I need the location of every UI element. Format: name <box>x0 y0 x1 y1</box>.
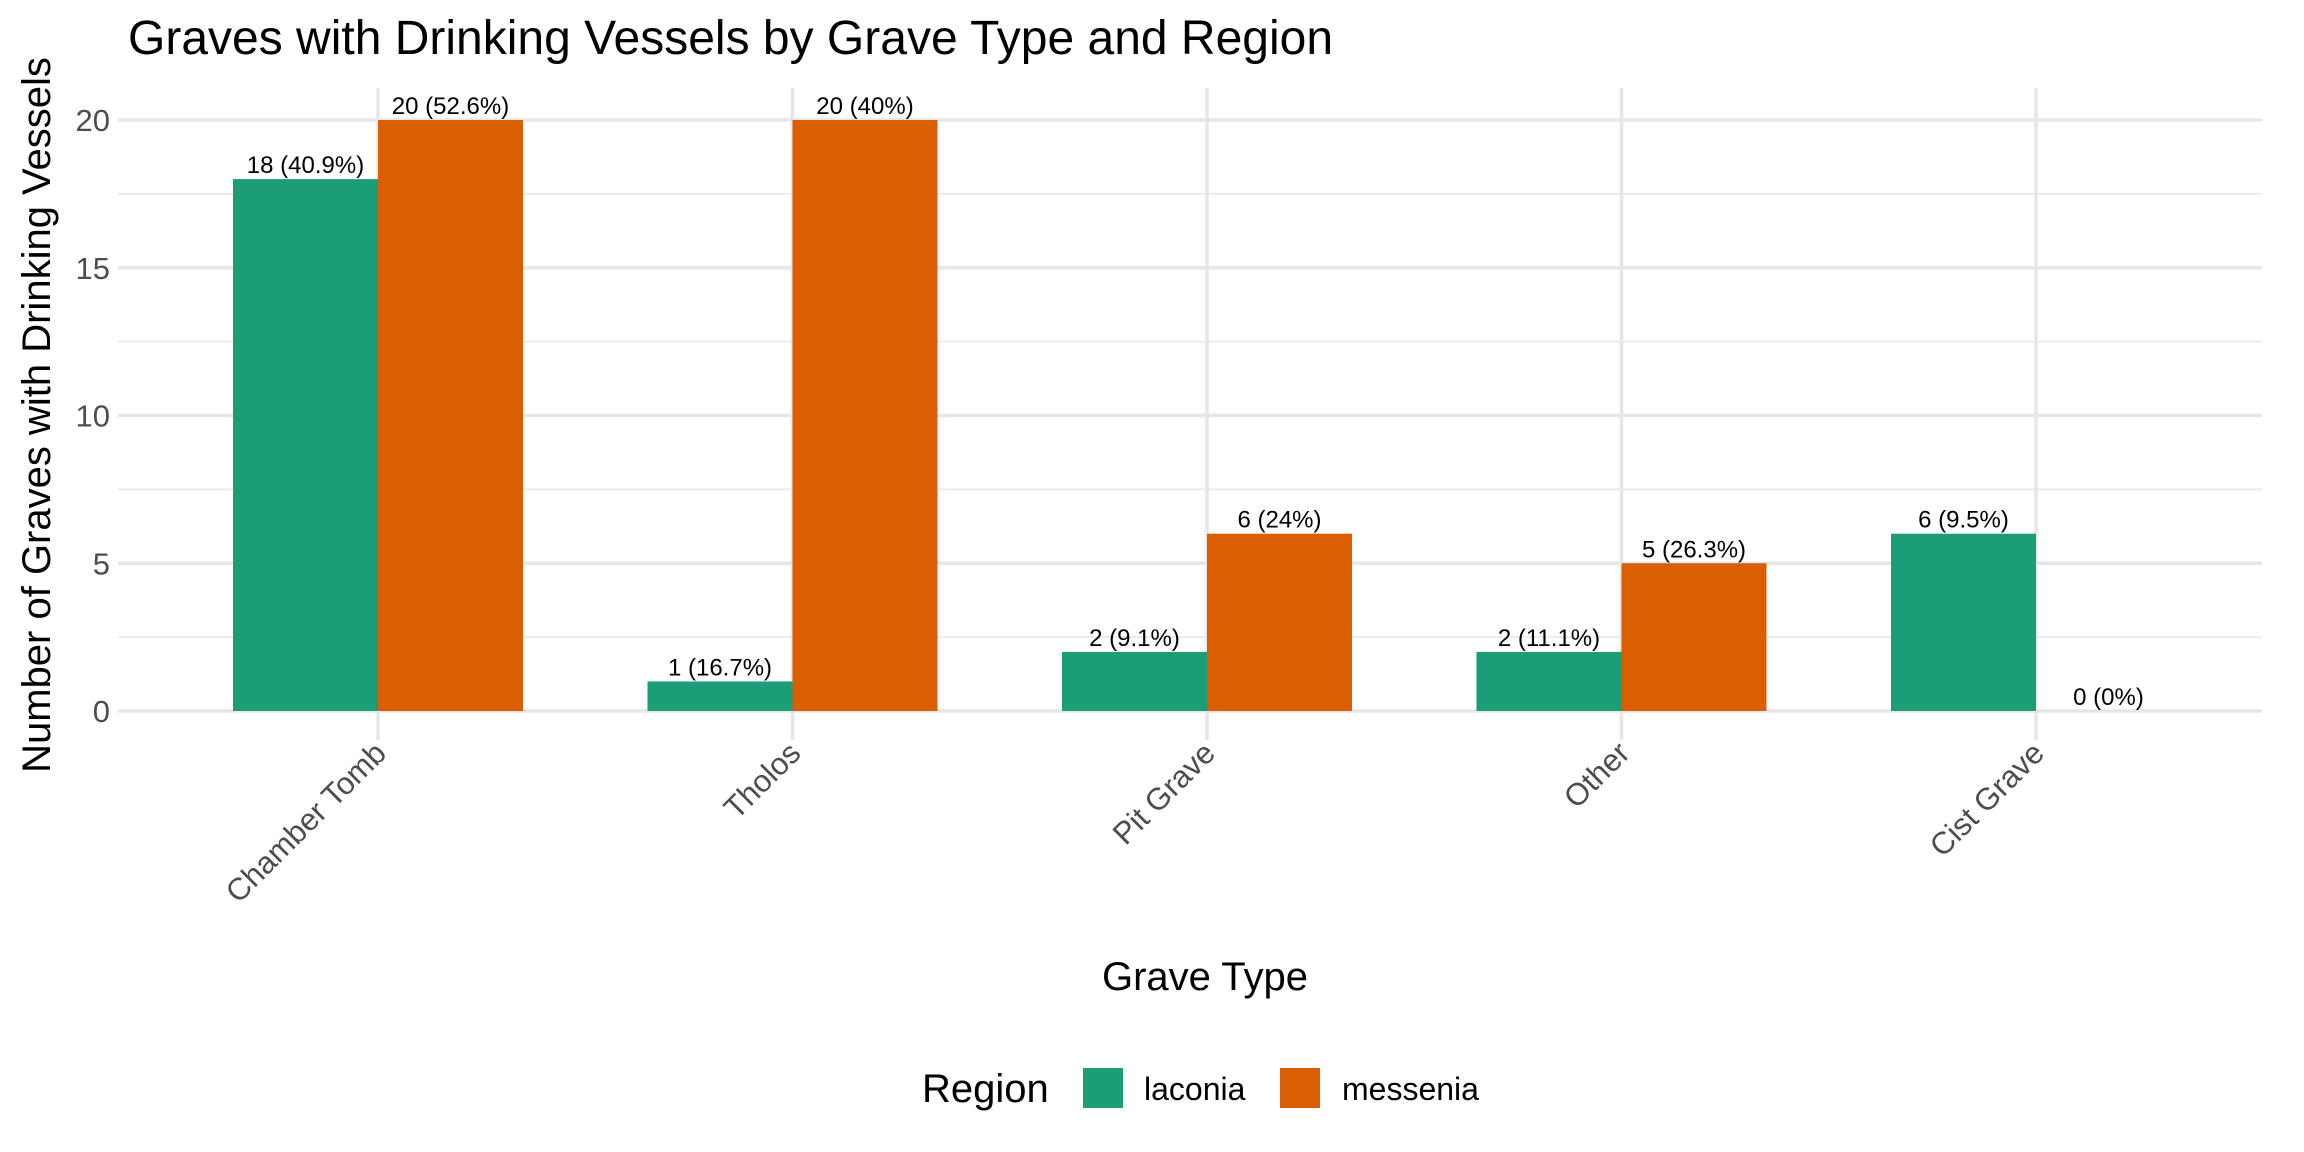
bar-label-laconia-2: 2 (9.1%) <box>1089 625 1180 652</box>
legend-title: Region <box>922 1067 1049 1111</box>
bar-label-laconia-4: 6 (9.5%) <box>1918 507 2009 534</box>
x-axis-title: Grave Type <box>1102 955 1308 999</box>
bar-label-laconia-3: 2 (11.1%) <box>1498 625 1600 652</box>
bar-label-messenia-3: 5 (26.3%) <box>1642 536 1746 563</box>
bar-laconia-0 <box>233 179 378 712</box>
bar-label-messenia-1: 20 (40%) <box>816 93 913 120</box>
bar-laconia-1 <box>647 681 793 711</box>
x-axis-ticks: Chamber Tomb Tholos Pit Grave Other Cist Gra… <box>219 735 2051 909</box>
y-tick-label-0: 0 <box>93 694 110 729</box>
chart-title: Graves with Drinking Vessels by Grave Ty… <box>128 12 1333 65</box>
bar-messenia-2 <box>1207 533 1352 711</box>
bar-messenia-3 <box>1621 563 1767 711</box>
legend: Region laconia messenia <box>922 1067 1479 1111</box>
x-tick-label-0: Chamber Tomb <box>219 735 393 909</box>
bar-laconia-2 <box>1062 651 1207 711</box>
y-tick-label-5: 5 <box>93 546 110 581</box>
x-tick-label-3: Other <box>1557 735 1637 815</box>
legend-swatch-laconia <box>1083 1068 1123 1108</box>
legend-label-laconia: laconia <box>1144 1071 1246 1107</box>
legend-swatch-messenia <box>1280 1068 1320 1108</box>
bar-labels: 18 (40.9%) 1 (16.7%) 2 (9.1%) 2 (11.1%) 6 (9… <box>247 93 2144 711</box>
bar-laconia-3 <box>1476 651 1622 711</box>
x-tick-label-4: Cist Grave <box>1923 735 2051 863</box>
bar-label-messenia-2: 6 (24%) <box>1237 507 1321 534</box>
bar-messenia-1 <box>792 120 938 711</box>
y-tick-label-10: 10 <box>76 399 110 434</box>
legend-label-messenia: messenia <box>1342 1071 1479 1107</box>
bar-laconia-4 <box>1891 533 2036 711</box>
bar-label-laconia-0: 18 (40.9%) <box>247 152 364 179</box>
y-tick-label-20: 20 <box>76 103 110 138</box>
x-tick-label-1: Tholos <box>717 735 808 826</box>
bar-label-messenia-0: 20 (52.6%) <box>392 93 509 120</box>
bar-messenia-0 <box>378 120 523 711</box>
bar-label-messenia-4: 0 (0%) <box>2073 684 2144 711</box>
bar-label-laconia-1: 1 (16.7%) <box>668 654 772 681</box>
y-axis-title: Number of Graves with Drinking Vessels <box>15 57 59 773</box>
y-axis-ticks: 0 5 10 15 20 <box>76 103 110 729</box>
x-tick-label-2: Pit Grave <box>1106 735 1222 851</box>
y-tick-label-15: 15 <box>76 251 110 286</box>
bars <box>233 120 2036 712</box>
